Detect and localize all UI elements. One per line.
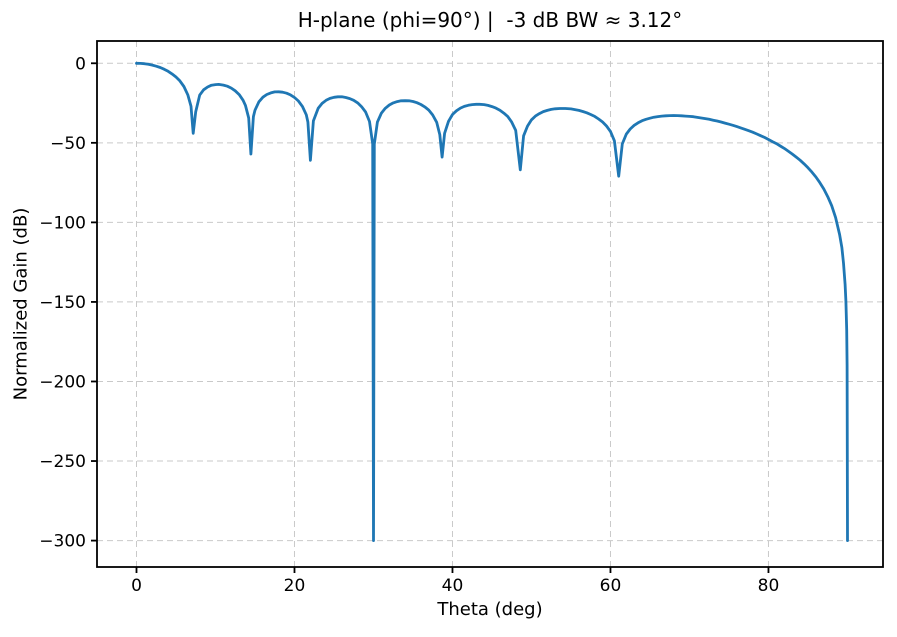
gain-curve [135, 61, 849, 542]
x-tick-label: 40 [442, 576, 464, 596]
y-tick-label: −250 [39, 452, 86, 472]
y-tick-label: −200 [39, 372, 86, 392]
x-tick-label: 20 [284, 576, 306, 596]
y-tick-label: 0 [75, 54, 86, 74]
x-axis-label: Theta (deg) [437, 599, 543, 620]
y-tick-label: −300 [39, 532, 86, 552]
y-tick-label: −100 [39, 213, 86, 233]
axes-frame [96, 40, 884, 568]
x-tick-label: 80 [758, 576, 780, 596]
y-tick-label: −50 [50, 134, 86, 154]
x-tick-label: 60 [600, 576, 622, 596]
y-tick-label: −150 [39, 293, 86, 313]
x-tick-label: 0 [131, 576, 142, 596]
y-axis-label: Normalized Gain (dB) [10, 207, 32, 401]
chart-title: H-plane (phi=90°) | -3 dB BW ≈ 3.12° [297, 8, 683, 32]
